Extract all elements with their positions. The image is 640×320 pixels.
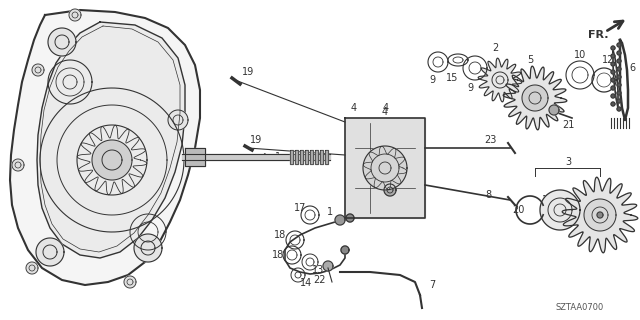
Text: 5: 5 — [527, 55, 533, 65]
Text: 12: 12 — [602, 55, 614, 65]
Text: 23: 23 — [484, 135, 496, 145]
Polygon shape — [611, 62, 615, 66]
Polygon shape — [134, 234, 162, 262]
Text: 22: 22 — [314, 275, 326, 285]
Polygon shape — [37, 22, 185, 258]
Polygon shape — [345, 118, 425, 218]
Polygon shape — [12, 159, 24, 171]
Polygon shape — [69, 9, 81, 21]
Polygon shape — [611, 102, 615, 106]
Polygon shape — [617, 67, 621, 71]
Text: 4: 4 — [261, 153, 267, 163]
Polygon shape — [617, 43, 621, 47]
Text: 4: 4 — [383, 103, 389, 113]
Polygon shape — [320, 150, 323, 164]
Polygon shape — [92, 140, 132, 180]
Polygon shape — [168, 110, 188, 130]
Polygon shape — [478, 58, 522, 102]
Text: 15: 15 — [446, 73, 458, 83]
Polygon shape — [290, 150, 293, 164]
Polygon shape — [584, 199, 616, 231]
Polygon shape — [617, 91, 621, 95]
Text: 16: 16 — [392, 178, 404, 188]
Text: 13: 13 — [312, 265, 324, 275]
Polygon shape — [611, 54, 615, 58]
Text: 6: 6 — [629, 63, 635, 73]
Text: 18: 18 — [274, 230, 286, 240]
Text: 2: 2 — [492, 43, 498, 53]
Polygon shape — [522, 85, 548, 111]
Text: 9: 9 — [429, 75, 435, 85]
Polygon shape — [503, 66, 567, 130]
Polygon shape — [617, 107, 621, 111]
Text: 7: 7 — [429, 280, 435, 290]
Text: 11: 11 — [542, 195, 554, 205]
Polygon shape — [611, 70, 615, 74]
Polygon shape — [305, 150, 308, 164]
Text: 8: 8 — [485, 190, 491, 200]
Polygon shape — [617, 99, 621, 103]
Polygon shape — [300, 150, 303, 164]
Polygon shape — [540, 190, 580, 230]
Text: 1: 1 — [327, 207, 333, 217]
Polygon shape — [611, 86, 615, 90]
Text: 19: 19 — [250, 135, 262, 145]
Text: 14: 14 — [300, 278, 312, 288]
Polygon shape — [10, 10, 200, 285]
Polygon shape — [36, 238, 64, 266]
Polygon shape — [611, 78, 615, 82]
Polygon shape — [48, 28, 76, 56]
Polygon shape — [185, 148, 205, 166]
Text: 20: 20 — [512, 205, 524, 215]
Text: 10: 10 — [574, 50, 586, 60]
Text: 21: 21 — [562, 120, 574, 130]
Polygon shape — [363, 146, 407, 190]
Text: 4: 4 — [382, 107, 388, 117]
Text: 18: 18 — [272, 250, 284, 260]
Polygon shape — [617, 59, 621, 63]
Polygon shape — [549, 105, 559, 115]
Polygon shape — [611, 94, 615, 98]
Polygon shape — [26, 262, 38, 274]
Polygon shape — [32, 64, 44, 76]
Polygon shape — [310, 150, 313, 164]
Polygon shape — [597, 212, 603, 218]
Polygon shape — [295, 150, 298, 164]
Polygon shape — [325, 150, 328, 164]
Polygon shape — [384, 184, 396, 196]
Text: 17: 17 — [294, 203, 306, 213]
Polygon shape — [124, 276, 136, 288]
Text: 19: 19 — [242, 67, 254, 77]
Polygon shape — [617, 51, 621, 55]
Polygon shape — [315, 150, 318, 164]
Text: 9: 9 — [467, 83, 473, 93]
Polygon shape — [341, 246, 349, 254]
Polygon shape — [323, 261, 333, 271]
Polygon shape — [335, 215, 345, 225]
Polygon shape — [617, 83, 621, 87]
Text: 16: 16 — [389, 195, 401, 205]
Text: 4: 4 — [351, 103, 357, 113]
Text: 1: 1 — [275, 152, 281, 162]
Text: 3: 3 — [565, 157, 571, 167]
Polygon shape — [617, 75, 621, 79]
Text: FR.: FR. — [588, 30, 608, 40]
Polygon shape — [562, 177, 638, 253]
Text: SZTAA0700: SZTAA0700 — [556, 303, 604, 313]
Polygon shape — [611, 46, 615, 50]
Polygon shape — [346, 214, 354, 222]
Polygon shape — [182, 154, 330, 160]
